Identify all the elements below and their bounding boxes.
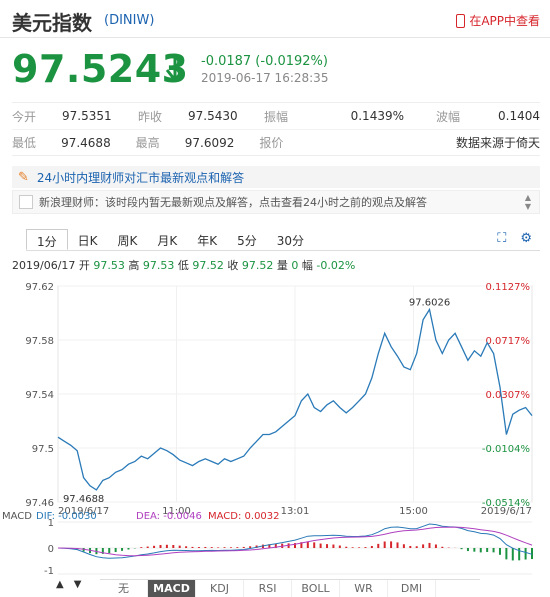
stat-label: 最低 [12,136,37,150]
pen-icon: ✎ [18,169,29,185]
tab-month-k[interactable]: 月K [157,234,178,248]
fullscreen-icon[interactable]: ⛶ [497,231,507,246]
indicator-rsi[interactable]: RSI [244,580,292,597]
symbol-code: (DINIW) [104,13,155,28]
price-change: -0.0187 (-0.0192%) [201,54,328,69]
y-tick-label: 97.46 [25,498,54,509]
stat-label: 今开 [12,109,37,124]
ohlc-date: 2019/06/17 [12,259,76,272]
tab-5min[interactable]: 5分 [237,234,257,248]
open-label: 开 [78,259,90,272]
tab-30min[interactable]: 30分 [276,234,305,248]
news-message-text: 新浪理财师：该时段内暂无最新观点及解答，点击查看24小时之前的观点及解答 [39,196,427,209]
x-tick-label: 2019/6/17 [481,506,532,517]
dif-readout: DIF: -0.0030 [36,511,97,522]
open-in-app-label: 在APP中查看 [469,14,540,28]
y-tick-label: 97.58 [25,336,54,347]
dea-readout: DEA: -0.0046 [136,511,202,522]
price-annotation: 97.4688 [63,494,104,505]
indicator-none[interactable]: 无 [100,580,148,597]
stat-value: 97.5351 [62,109,112,123]
macd-tick-label: 1 [48,518,54,529]
avatar [19,195,33,209]
header: 美元指数 (DINIW) 在APP中查看 [0,0,550,38]
y-right-tick-label: 0.0717% [486,336,531,347]
volume-value: 0 [291,259,299,272]
phone-icon [456,13,466,28]
dea-line [57,526,533,557]
macd-label: MACD [2,511,32,522]
volume-label: 量 [276,259,288,272]
stat-label: 波幅 [436,109,461,124]
stat-label: 振幅 [264,109,289,124]
tab-year-k[interactable]: 年K [197,234,218,248]
current-price: 97.5243 [12,47,189,91]
x-tick-label: 2019/6/17 [58,506,109,517]
close-value: 97.52 [241,259,274,272]
indicator-kdj[interactable]: KDJ [196,580,244,597]
open-value: 97.53 [93,259,125,272]
stat-value: 0.1404 [498,109,540,123]
high-label: 高 [128,259,140,272]
open-in-app-link[interactable]: 在APP中查看 [456,12,540,29]
y-right-tick-label: -0.0104% [482,444,530,455]
chart-tools: ⛶ ⚙ [497,231,532,246]
low-label: 低 [177,259,189,272]
tab-day-k[interactable]: 日K [77,234,98,248]
tab-1min[interactable]: 1分 [26,229,68,250]
amplitude-value: -0.02% [316,259,356,272]
news-headline[interactable]: 24小时内理财师对汇市最新观点和解答 [36,170,245,185]
quote-time: 2019-06-17 16:28:35 [201,71,329,85]
stat-label: 最高 [135,136,160,150]
indicator-macd[interactable]: MACD [148,580,196,597]
news-message[interactable]: 新浪理财师：该时段内暂无最新观点及解答，点击查看24小时之前的观点及解答 ▲ ▼ [12,190,540,214]
y-right-tick-label: 0.1127% [486,282,531,293]
stat-value: 数据来源于倚天 [456,136,541,150]
x-tick-label: 11:00 [162,506,191,517]
indicator-dmi[interactable]: DMI [388,580,436,597]
macd-tick-label: 0 [48,544,54,555]
amplitude-label: 幅 [301,259,313,272]
arrow-up-icon[interactable]: ▲ [56,579,64,590]
high-value: 97.53 [142,259,175,272]
x-tick-label: 13:01 [281,506,310,517]
low-value: 97.52 [192,259,224,272]
indicator-wr[interactable]: WR [340,580,388,597]
dif-line [57,523,533,559]
stats-table: 今开 97.5351 昨收 97.5430 振幅 0.1439% 波幅 0.14… [12,102,540,156]
y-right-tick-label: -0.0514% [482,498,530,509]
indicator-tabs: 无 MACD KDJ RSI BOLL WR DMI [100,579,480,597]
price-annotation: 97.6026 [409,297,450,308]
stats-row: 今开 97.5351 昨收 97.5430 振幅 0.1439% 波幅 0.14… [12,103,540,129]
ohlc-readout: 2019/06/17 开 97.53 高 97.53 低 97.52 收 97.… [12,257,355,273]
stat-label: 报价 [259,136,284,150]
price-line [57,307,533,491]
down-arrow-icon [165,55,185,83]
x-tick-label: 15:00 [399,506,428,517]
news-scroll-arrows[interactable]: ▲ ▼ [524,193,531,211]
period-tabs: 1分 日K 周K 月K 年K 5分 30分 ⛶ ⚙ [26,229,540,251]
indicator-boll[interactable]: BOLL [292,580,340,597]
close-label: 收 [227,259,239,272]
stat-value: 97.4688 [61,135,111,150]
y-right-tick-label: 0.0307% [486,390,531,401]
y-tick-label: 97.62 [25,282,54,293]
stat-value: 97.6092 [184,135,235,150]
arrow-down-icon[interactable]: ▼ [73,579,82,590]
stat-value: 97.5430 [188,109,238,123]
indicator-arrows: ▲ ▼ [56,579,81,590]
stat-value: 0.1439% [350,109,404,123]
stat-label: 昨收 [138,109,163,124]
settings-icon[interactable]: ⚙ [520,231,532,246]
news-headline-bar[interactable]: ✎ 24小时内理财师对汇市最新观点和解答 [12,166,540,188]
tab-week-k[interactable]: 周K [117,234,138,248]
price-chart[interactable]: 97.62 97.58 97.54 97.5 97.46 0.1127% 0.0717% 0.… [0,272,550,576]
page-title: 美元指数 [12,11,92,35]
macd-tick-label: -1 [44,566,54,576]
macd-readout: MACD: 0.0032 [208,511,280,522]
y-tick-label: 97.54 [25,390,54,401]
y-tick-label: 97.5 [32,444,54,455]
stats-row: 最低 97.4688 最高 97.6092 报价 数据来源于倚天 [12,129,540,155]
